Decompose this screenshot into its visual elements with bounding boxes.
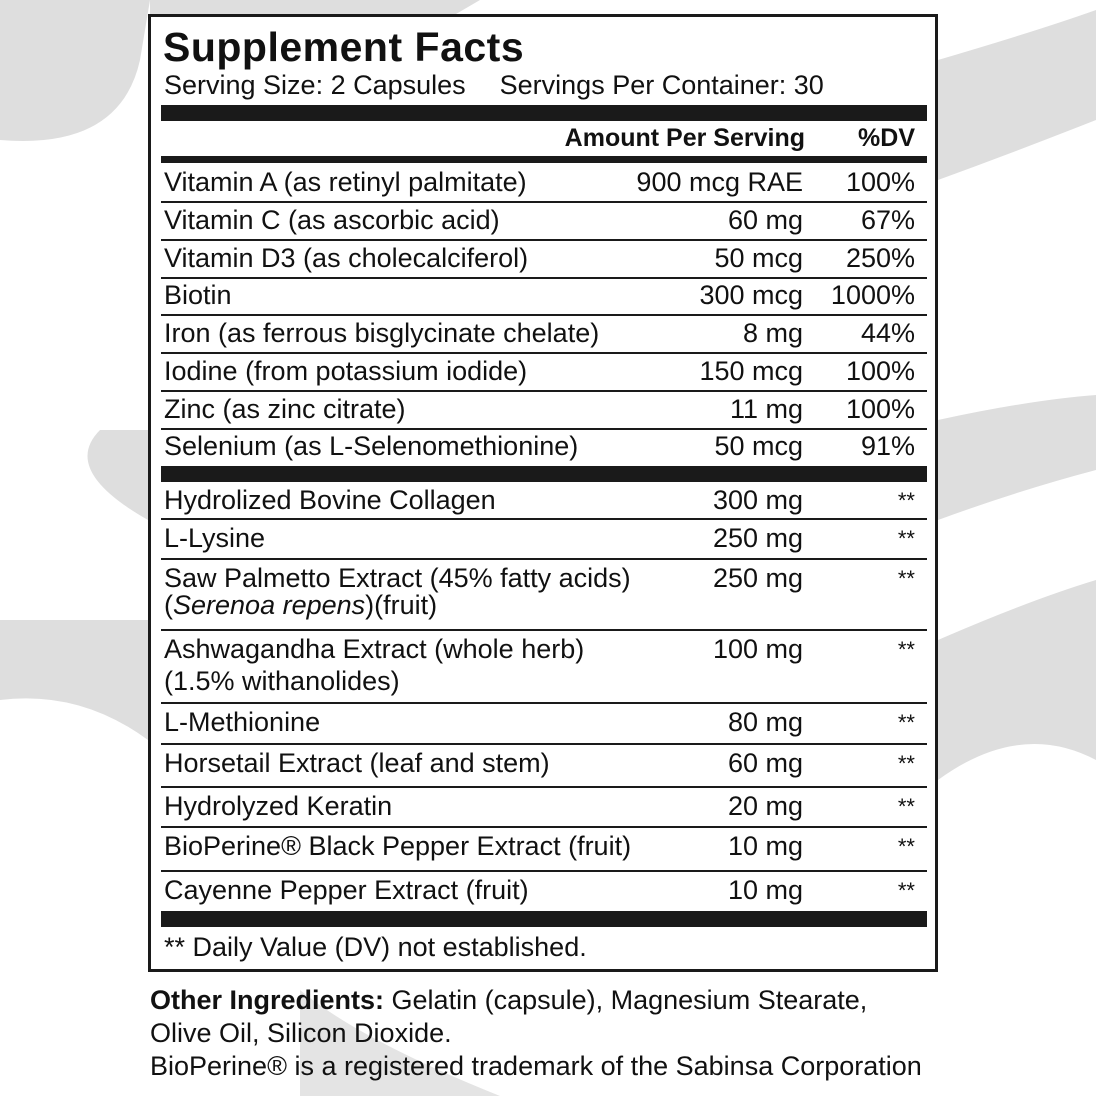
ingredient-name-line2: (1.5% withanolides) [164,666,400,696]
nutrient-amount: 300 mcg [699,280,803,310]
row-divider [161,870,927,872]
ingredient-dv: ** [897,794,915,819]
ingredient-amount: 10 mg [727,875,803,905]
ingredient-amount: 60 mg [727,748,803,778]
nutrient-dv: 100% [845,167,915,197]
nutrient-name: Selenium (as L-Selenomethionine) [164,431,579,461]
nutrient-amount: 8 mg [742,318,803,348]
nutrient-name: Vitamin D3 (as cholecalciferol) [164,243,529,273]
nutrient-dv: 44% [860,318,915,348]
dv-footnote: ** Daily Value (DV) not established. [164,932,587,962]
row-divider [161,826,927,828]
ingredient-name: BioPerine® Black Pepper Extract (fruit) [164,831,632,861]
nutrient-amount: 900 mcg RAE [636,167,803,197]
ingredient-dv: ** [897,566,915,591]
nutrient-name: Vitamin A (as retinyl palmitate) [164,167,527,197]
row-divider [161,428,927,430]
ingredient-name: Hydrolyzed Keratin [164,791,393,821]
ingredient-amount: 250 mg [712,523,803,553]
ingredient-name: L-Lysine [164,523,266,553]
ingredient-name: Saw Palmetto Extract (45% fatty acids) [164,563,631,593]
nutrient-amount: 50 mcg [714,243,803,273]
other-ingredients: Other Ingredients: Gelatin (capsule), Ma… [150,984,970,1083]
nutrient-dv: 91% [860,431,915,461]
ingredient-name: Ashwagandha Extract (whole herb) [164,634,585,664]
row-divider [161,743,927,745]
ingredient-amount: 20 mg [727,791,803,821]
ingredient-dv: ** [897,751,915,776]
row-divider [161,518,927,520]
row-divider [161,239,927,241]
ingredient-name: L-Methionine [164,707,321,737]
row-divider [161,786,927,788]
row-divider [161,558,927,560]
header-rule [161,156,927,163]
nutrient-name: Biotin [164,280,232,310]
ingredient-name: Hydrolized Bovine Collagen [164,485,496,515]
other-ingredients-line2: Olive Oil, Silicon Dioxide. [150,1018,452,1048]
row-divider [161,201,927,203]
ingredient-dv: ** [897,637,915,662]
trademark-note: BioPerine® is a registered trademark of … [150,1051,922,1081]
row-divider [161,314,927,316]
middle-thick-rule [161,466,927,482]
nutrient-amount: 150 mcg [699,356,803,386]
row-divider [161,702,927,704]
ingredient-amount: 250 mg [712,563,803,593]
row-divider [161,352,927,354]
nutrient-amount: 11 mg [729,394,803,424]
nutrient-name: Vitamin C (as ascorbic acid) [164,205,500,235]
ingredient-amount: 10 mg [727,831,803,861]
nutrient-dv: 1000% [830,280,915,310]
other-ingredients-line1: Gelatin (capsule), Magnesium Stearate, [384,985,868,1015]
nutrient-name: Zinc (as zinc citrate) [164,394,406,424]
ingredient-name: Horsetail Extract (leaf and stem) [164,748,550,778]
nutrient-dv: 67% [860,205,915,235]
ingredient-amount: 300 mg [712,485,803,515]
ingredient-dv: ** [897,526,915,551]
ingredient-name-line2: (Serenoa repens)(fruit) [164,589,437,621]
row-divider [161,277,927,279]
serving-info: Serving Size: 2 Capsules Servings Per Con… [164,69,824,101]
nutrient-dv: 250% [845,243,915,273]
supplement-facts-panel: Supplement Facts Serving Size: 2 Capsule… [148,14,938,972]
nutrient-dv: 100% [845,356,915,386]
other-ingredients-label: Other Ingredients: [150,985,385,1015]
top-thick-rule [161,105,927,121]
bottom-thick-rule [161,911,927,927]
nutrient-amount: 60 mg [727,205,803,235]
nutrient-amount: 50 mcg [714,431,803,461]
line2-prefix: ( [164,590,173,620]
botanical-name: Serenoa repens [173,590,366,620]
dv-header: %DV [858,124,915,152]
nutrient-dv: 100% [845,394,915,424]
ingredient-dv: ** [897,834,915,859]
ingredient-dv: ** [897,488,915,513]
nutrient-name: Iron (as ferrous bisglycinate chelate) [164,318,600,348]
ingredient-dv: ** [897,710,915,735]
ingredient-amount: 80 mg [727,707,803,737]
row-divider [161,390,927,392]
ingredient-dv: ** [897,878,915,903]
servings-per-container: Servings Per Container: 30 [499,70,824,100]
line2-suffix: )(fruit) [365,590,438,620]
amount-header: Amount Per Serving [564,124,805,152]
serving-size: Serving Size: 2 Capsules [164,70,466,100]
ingredient-amount: 100 mg [712,634,803,664]
ingredient-name: Cayenne Pepper Extract (fruit) [164,875,529,905]
panel-title: Supplement Facts [163,24,525,70]
row-divider [161,629,927,631]
nutrient-name: Iodine (from potassium iodide) [164,356,528,386]
